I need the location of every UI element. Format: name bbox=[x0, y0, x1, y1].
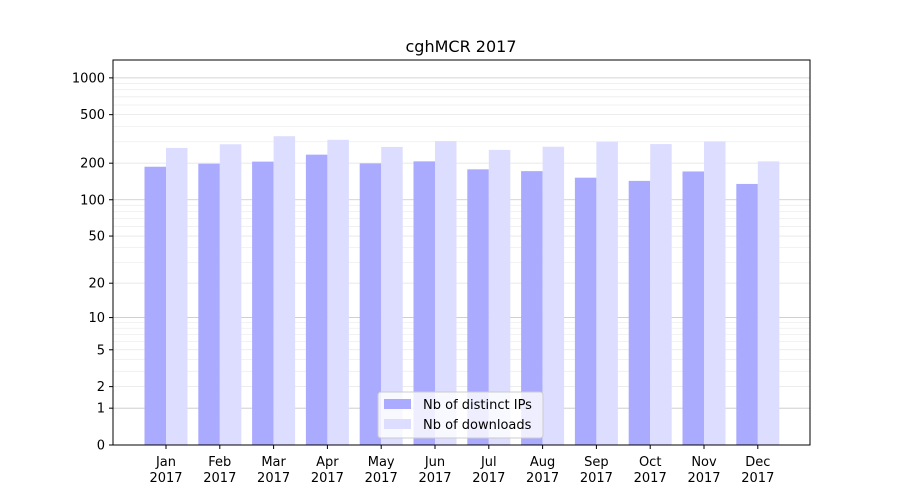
x-tick-label: Feb 2017 bbox=[203, 455, 236, 486]
legend-box bbox=[377, 391, 544, 439]
bar-distinct-ips bbox=[305, 154, 328, 445]
bar-downloads bbox=[273, 136, 296, 445]
chart-title: cghMCR 2017 bbox=[406, 37, 517, 56]
x-tick-label: Sep 2017 bbox=[580, 455, 613, 486]
bar-distinct-ips bbox=[144, 166, 166, 445]
y-axis: 0 1 2 5 10 20 50 100 200 500 1000 bbox=[72, 71, 113, 454]
bar-downloads bbox=[435, 141, 457, 445]
legend-swatch bbox=[384, 399, 411, 409]
bar-distinct-ips bbox=[413, 161, 435, 446]
y-tick-label: 100 bbox=[80, 193, 105, 208]
bar-downloads bbox=[650, 144, 672, 445]
x-axis: Jan 2017 Feb 2017 Mar 2017 Apr 2017 May 2017 Jun 20… bbox=[149, 445, 774, 486]
legend-swatch bbox=[384, 419, 411, 429]
bar-downloads bbox=[596, 141, 618, 445]
bar-distinct-ips bbox=[359, 163, 382, 445]
y-tick-label: 20 bbox=[88, 277, 105, 292]
y-tick-label: 200 bbox=[80, 157, 105, 172]
y-tick-label: 50 bbox=[88, 230, 105, 245]
bar-downloads bbox=[381, 146, 403, 445]
bar-distinct-ips bbox=[521, 171, 543, 446]
y-tick-label: 1000 bbox=[72, 71, 105, 86]
x-tick-label: Nov 2017 bbox=[687, 455, 720, 486]
bar-downloads bbox=[488, 149, 511, 445]
y-tick-label: 0 bbox=[97, 439, 105, 454]
legend-label: Nb of downloads bbox=[423, 418, 532, 433]
y-tick-label: 10 bbox=[88, 311, 105, 326]
x-tick-label: May 2017 bbox=[365, 455, 398, 486]
x-tick-label: Jan 2017 bbox=[149, 455, 182, 486]
x-tick-label: Jun 2017 bbox=[418, 455, 451, 486]
x-tick-label: Apr 2017 bbox=[311, 455, 344, 486]
bar-downloads bbox=[704, 141, 726, 445]
bar-downloads bbox=[219, 144, 242, 445]
bar-downloads bbox=[757, 161, 780, 446]
plot-area-frame bbox=[112, 59, 811, 446]
x-tick-label: Oct 2017 bbox=[634, 455, 667, 486]
bar-downloads bbox=[327, 139, 349, 446]
bar-distinct-ips bbox=[574, 177, 597, 446]
y-tick-label: 5 bbox=[97, 343, 105, 358]
bar-distinct-ips bbox=[467, 169, 489, 445]
bar-distinct-ips bbox=[736, 183, 758, 445]
x-tick-label: Aug 2017 bbox=[526, 455, 559, 486]
x-tick-label: Dec 2017 bbox=[741, 455, 774, 486]
bar-distinct-ips bbox=[198, 163, 220, 445]
y-tick-label: 1 bbox=[97, 402, 105, 417]
bar-distinct-ips bbox=[628, 180, 651, 446]
bar-distinct-ips bbox=[682, 171, 704, 445]
bar-distinct-ips bbox=[252, 161, 274, 445]
bar-downloads bbox=[166, 147, 188, 445]
y-tick-label: 2 bbox=[97, 380, 105, 395]
x-tick-label: Jul 2017 bbox=[472, 455, 505, 486]
legend: Nb of distinct IPs Nb of downloads bbox=[377, 391, 544, 439]
x-tick-label: Mar 2017 bbox=[257, 455, 290, 486]
legend-label: Nb of distinct IPs bbox=[423, 398, 532, 413]
bar-downloads bbox=[542, 146, 565, 445]
bars bbox=[144, 136, 780, 446]
y-tick-label: 500 bbox=[80, 108, 105, 123]
